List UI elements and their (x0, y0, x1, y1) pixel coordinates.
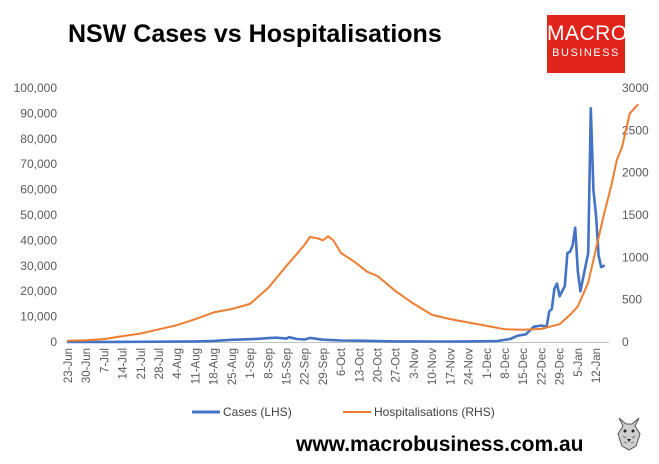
y-left-tick-label: 20,000 (20, 284, 57, 298)
x-tick-label: 1-Dec (482, 348, 494, 379)
y-right-tick-label: 2500 (622, 123, 649, 137)
y-right-tick-label: 1500 (622, 208, 649, 222)
x-tick-label: 4-Aug (172, 348, 184, 379)
x-tick-label: 29-Dec (555, 348, 567, 385)
x-tick-label: 15-Dec (518, 348, 530, 385)
x-tick-label: 17-Nov (445, 348, 457, 385)
y-right-tick-label: 3000 (622, 81, 649, 95)
x-tick-label: 23-Jun (63, 348, 75, 383)
x-tick-label: 5-Jan (573, 348, 585, 377)
y-right-tick-label: 1000 (622, 250, 649, 264)
logo-line-2: BUSINESS (552, 47, 620, 59)
macrobusiness-logo: MACRO BUSINESS (547, 15, 628, 73)
website-url: www.macrobusiness.com.au (296, 433, 584, 456)
y-left-tick-label: 0 (50, 335, 57, 349)
x-tick-label: 8-Dec (500, 348, 512, 379)
y-left-tick-label: 30,000 (20, 259, 57, 273)
x-tick-label: 7-Jul (99, 348, 111, 373)
logo-line-1: MACRO (547, 22, 628, 45)
x-tick-label: 22-Sep (300, 348, 312, 385)
x-tick-label: 22-Dec (536, 348, 548, 385)
x-tick-label: 6-Oct (336, 347, 348, 376)
x-tick-label: 27-Oct (391, 347, 403, 382)
x-tick-label: 25-Aug (227, 348, 239, 385)
y-right-tick-label: 0 (622, 335, 629, 349)
x-tick-label: 21-Jul (136, 348, 148, 379)
y-left-tick-label: 70,000 (20, 157, 57, 171)
y-left-tick-label: 40,000 (20, 233, 57, 247)
hospitalisations-line (67, 103, 639, 342)
x-tick-label: 29-Sep (318, 348, 330, 385)
y-left-tick-label: 10,000 (20, 310, 57, 324)
legend-label: Cases (LHS) (223, 405, 292, 419)
x-tick-label: 8-Sep (263, 348, 275, 379)
x-tick-label: 13-Oct (354, 347, 366, 382)
x-tick-label: 3-Nov (409, 348, 421, 379)
x-tick-label: 10-Nov (427, 348, 439, 385)
x-tick-label: 15-Sep (281, 348, 293, 385)
y-left-tick-label: 80,000 (20, 132, 57, 146)
x-tick-label: 28-Jul (154, 348, 166, 379)
x-tick-label: 24-Nov (464, 348, 476, 385)
x-tick-label: 18-Aug (209, 348, 221, 385)
y-left-tick-label: 90,000 (20, 106, 57, 120)
page-title: NSW Cases vs Hospitalisations (68, 20, 442, 48)
wolf-icon (614, 412, 644, 452)
y-right-tick-label: 500 (622, 293, 642, 307)
x-tick-label: 14-Jul (118, 348, 130, 379)
y-left-tick-label: 60,000 (20, 183, 57, 197)
x-tick-label: 11-Aug (190, 348, 202, 384)
x-tick-label: 20-Oct (373, 347, 385, 382)
x-tick-label: 12-Jan (591, 348, 603, 383)
x-tick-label: 1-Sep (245, 348, 257, 379)
cases-line (66, 107, 606, 344)
y-left-tick-label: 50,000 (20, 208, 57, 222)
x-tick-label: 30-Jun (81, 348, 93, 383)
legend-label: Hospitalisations (RHS) (374, 405, 495, 419)
y-right-tick-label: 2000 (622, 166, 649, 180)
y-left-tick-label: 100,000 (14, 81, 58, 95)
